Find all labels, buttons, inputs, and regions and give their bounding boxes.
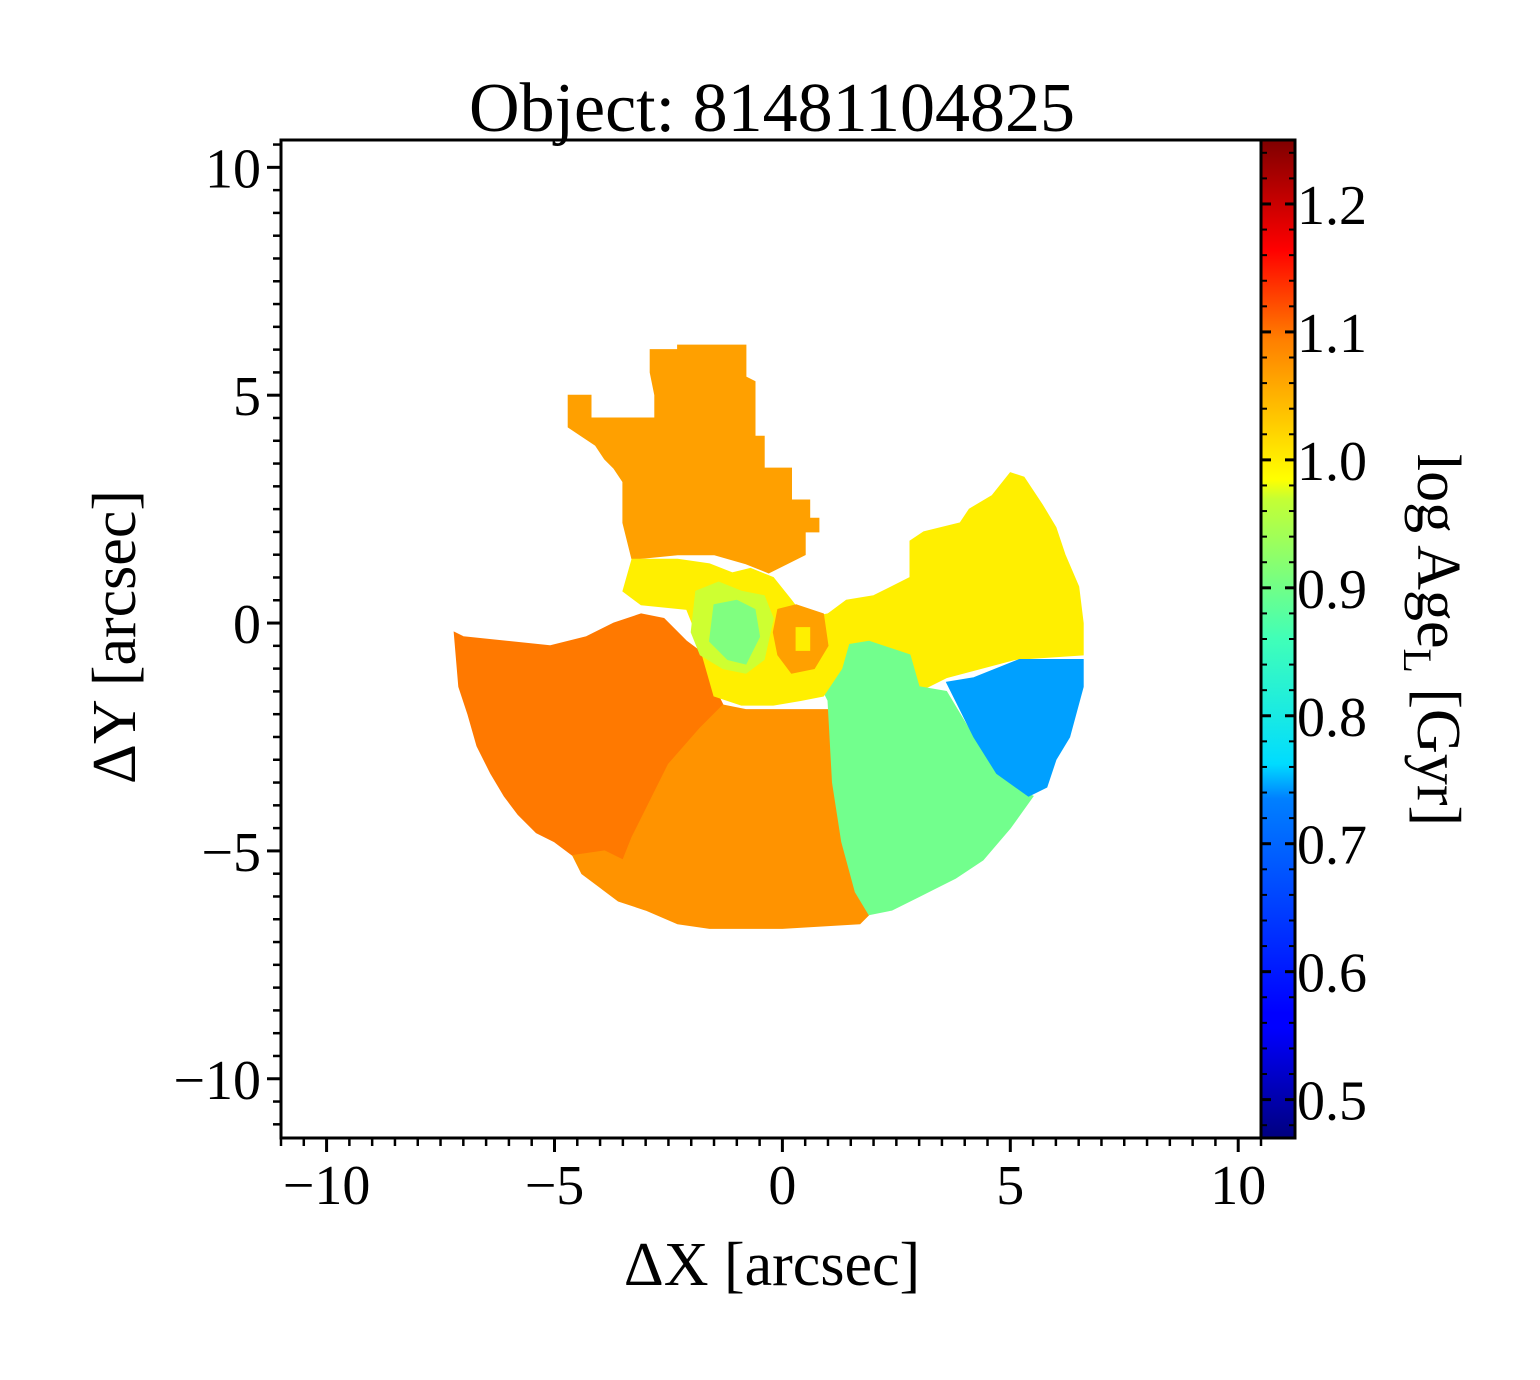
x-axis-label: ΔX [arcsec] [624, 1231, 920, 1299]
region-north-arm [567, 344, 820, 574]
colorbar-label-main: log Age [1404, 454, 1472, 649]
y-tick-label: −5 [201, 822, 261, 884]
region-core-center [708, 599, 761, 665]
y-tick-label: 0 [233, 594, 261, 656]
colorbar-label-subscript: L [1395, 648, 1440, 672]
colorbar-label-unit: [Gyr] [1404, 673, 1472, 826]
region-east-patch [945, 659, 1084, 797]
colorbar-tick-label: 0.6 [1297, 943, 1367, 1005]
colorbar-tick-label: 1.1 [1297, 303, 1367, 365]
y-tick-label: 10 [205, 138, 261, 200]
colorbar-tick-label: 0.9 [1297, 559, 1367, 621]
colorbar-ticks: 1.2 1.1 1.0 0.9 0.8 0.7 0.6 0.5 [1261, 151, 1367, 1133]
region-southeast-sector [818, 640, 1034, 916]
chart-title: Object: 81481104825 [469, 70, 1075, 147]
heatmap-regions [453, 344, 1084, 929]
x-tick-label: −10 [283, 1155, 371, 1217]
colorbar-tick-label: 1.0 [1297, 431, 1367, 493]
region-core-east-dot [795, 627, 811, 651]
colorbar-tick-label: 1.2 [1297, 175, 1367, 237]
x-tick-label: −5 [525, 1155, 585, 1217]
colorbar-tick-label: 0.5 [1297, 1071, 1367, 1133]
y-axis-label: ΔY [arcsec] [81, 490, 149, 784]
y-axis-ticks: 10 5 0 −5 −10 [173, 138, 281, 1126]
colorbar-label: log AgeL [Gyr] [1395, 454, 1472, 826]
y-tick-label: −10 [173, 1050, 261, 1112]
x-axis-ticks: −10 −5 0 5 10 [279, 1138, 1266, 1217]
colorbar-tick-label: 0.8 [1297, 687, 1367, 749]
x-tick-label: 5 [996, 1155, 1024, 1217]
x-tick-label: 10 [1210, 1155, 1266, 1217]
colorbar-tick-label: 0.7 [1297, 815, 1367, 877]
y-tick-label: 5 [233, 366, 261, 428]
x-tick-label: 0 [768, 1155, 796, 1217]
